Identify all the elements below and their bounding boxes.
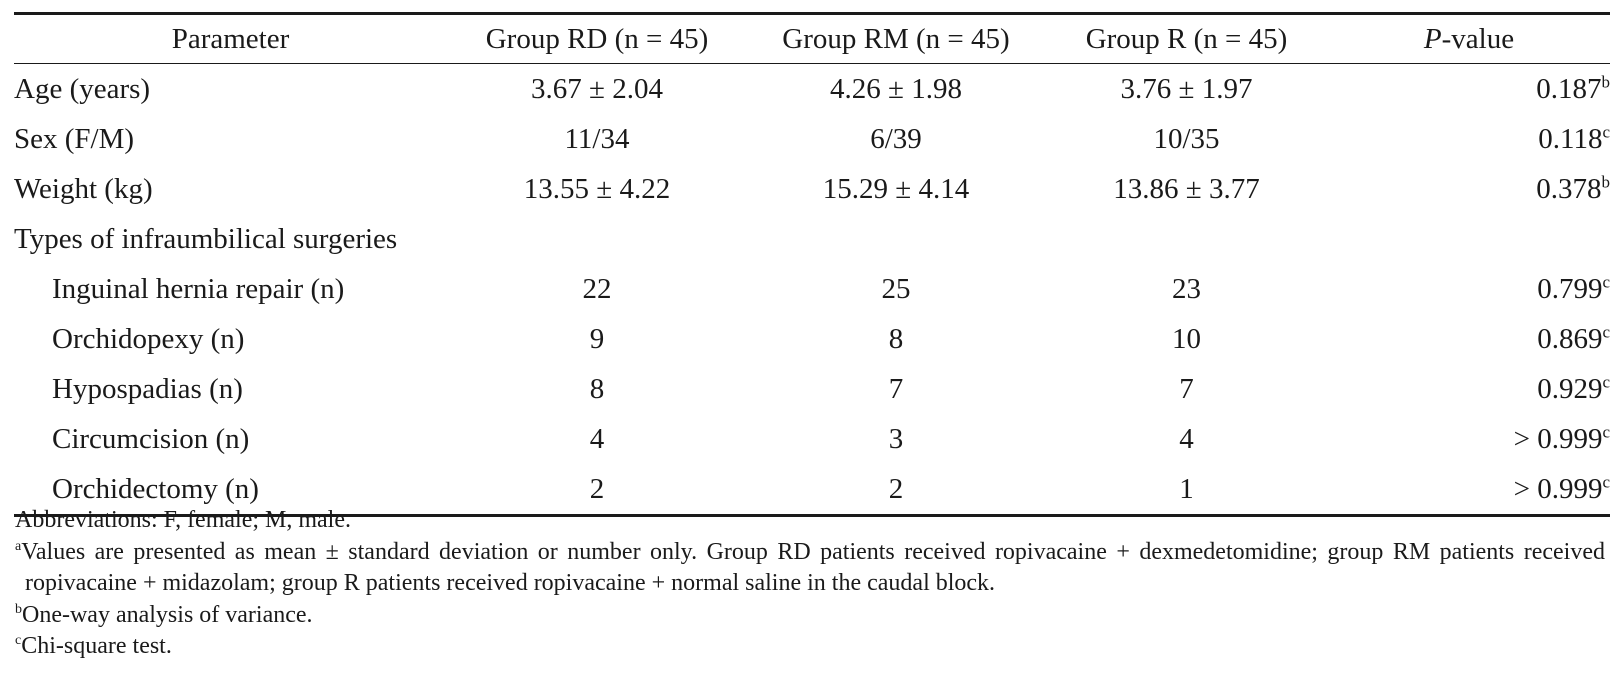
cell-group-r: 13.86 ± 3.77 xyxy=(1113,172,1260,205)
row-label: Age (years) xyxy=(14,72,151,105)
cell-p-value: > 0.999c xyxy=(1328,464,1610,516)
cell-group-rd: 9 xyxy=(589,322,605,355)
footnote-a-mark: a xyxy=(15,538,22,554)
p-value-footnote-mark: c xyxy=(1602,371,1610,391)
cell-p-value: 0.118c xyxy=(1328,114,1610,164)
table-row: Age (years) 3.67 ± 2.04 4.26 ± 1.98 3.76… xyxy=(14,64,1610,115)
p-value-text: 0.378 xyxy=(1536,172,1602,205)
table-section-row: Types of infraumbilical surgeries xyxy=(14,214,1610,264)
cell-group-r: 23 xyxy=(1172,272,1201,305)
p-value-text: 0.187 xyxy=(1536,72,1602,105)
footnote-a-text: Values are presented as mean ± standard … xyxy=(21,538,1605,597)
table-row: Weight (kg) 13.55 ± 4.22 15.29 ± 4.14 13… xyxy=(14,164,1610,214)
table-row: Orchidopexy (n) 9 8 10 0.869c xyxy=(14,314,1610,364)
cell-p-value: 0.187b xyxy=(1328,64,1610,115)
cell-group-r: 10/35 xyxy=(1153,122,1220,155)
cell-group-rd: 8 xyxy=(589,372,605,405)
cell-p-value: 0.929c xyxy=(1328,364,1610,414)
cell-group-rd: 4 xyxy=(589,422,605,455)
row-label: Circumcision (n) xyxy=(52,422,250,455)
p-value-text: 0.869 xyxy=(1537,322,1603,355)
footnote-b-mark: b xyxy=(15,601,22,617)
cell-group-rm: 7 xyxy=(888,372,904,405)
header-row: Parameter Group RD (n = 45) Group RM (n … xyxy=(14,13,1610,64)
footnote-b: bOne-way analysis of variance. xyxy=(15,600,1605,632)
table-footnotes: Abbreviations: F, female; M, male. aValu… xyxy=(15,505,1605,663)
p-value-footnote-mark: c xyxy=(1602,121,1610,141)
p-value-text: 0.929 xyxy=(1537,372,1603,405)
row-label: Orchidectomy (n) xyxy=(52,472,259,505)
cell-group-rm: 2 xyxy=(888,472,904,505)
header-p-value: P-value xyxy=(1328,14,1610,64)
table-row: Inguinal hernia repair (n) 22 25 23 0.79… xyxy=(14,264,1610,314)
footnote-c-mark: c xyxy=(15,633,22,648)
cell-group-rd: 13.55 ± 4.22 xyxy=(523,172,671,205)
cell-group-rd: 2 xyxy=(589,472,605,505)
cell-group-rd: 11/34 xyxy=(564,122,630,155)
p-value-footnote-mark: c xyxy=(1602,471,1610,491)
p-value-footnote-mark: c xyxy=(1602,271,1610,291)
data-table: Parameter Group RD (n = 45) Group RM (n … xyxy=(14,12,1610,517)
cell-group-rm: 4.26 ± 1.98 xyxy=(830,72,962,105)
header-group-rd: Group RD (n = 45) xyxy=(485,22,709,55)
footnote-b-text: One-way analysis of variance. xyxy=(22,601,313,628)
cell-p-value: > 0.999c xyxy=(1328,414,1610,464)
footnote-a: aValues are presented as mean ± standard… xyxy=(15,537,1605,600)
row-label: Weight (kg) xyxy=(14,172,153,205)
p-value-footnote-mark: b xyxy=(1601,71,1611,91)
p-value-text: > 0.999 xyxy=(1513,472,1603,505)
cell-group-rm: 15.29 ± 4.14 xyxy=(822,172,970,205)
cell-group-r: 10 xyxy=(1172,322,1201,355)
header-p-italic: P xyxy=(1423,22,1442,55)
table-row: Sex (F/M) 11/34 6/39 10/35 0.118c xyxy=(14,114,1610,164)
cell-group-r: 1 xyxy=(1179,472,1194,505)
row-label: Orchidopexy (n) xyxy=(52,322,245,355)
cell-p-value: 0.869c xyxy=(1328,314,1610,364)
row-label: Hypospadias (n) xyxy=(52,372,243,405)
cell-group-r: 3.76 ± 1.97 xyxy=(1120,72,1253,105)
cell-group-r: 7 xyxy=(1179,372,1194,405)
p-value-text: 0.118 xyxy=(1538,122,1603,155)
p-value-text: > 0.999 xyxy=(1513,422,1603,455)
section-label: Types of infraumbilical surgeries xyxy=(14,222,398,255)
cell-group-rd: 3.67 ± 2.04 xyxy=(531,72,663,105)
p-value-text: 0.799 xyxy=(1537,272,1603,305)
table-row: Circumcision (n) 4 3 4 > 0.999c xyxy=(14,414,1610,464)
row-label: Sex (F/M) xyxy=(14,122,135,155)
footnote-c: cChi-square test. xyxy=(15,631,1605,663)
header-parameter: Parameter xyxy=(171,22,290,55)
cell-p-value: 0.378b xyxy=(1328,164,1610,214)
footnote-c-text: Chi-square test. xyxy=(21,633,172,659)
p-value-footnote-mark: c xyxy=(1602,421,1610,441)
cell-group-rm: 25 xyxy=(881,272,911,305)
cell-group-rm: 8 xyxy=(888,322,904,355)
header-group-r: Group R (n = 45) xyxy=(1085,22,1288,55)
header-p-rest: -value xyxy=(1441,22,1515,55)
header-group-rm: Group RM (n = 45) xyxy=(782,22,1010,55)
cell-group-rm: 3 xyxy=(888,422,904,455)
cell-p-value: 0.799c xyxy=(1328,264,1610,314)
footnote-abbreviations: Abbreviations: F, female; M, male. xyxy=(15,507,351,533)
p-value-footnote-mark: b xyxy=(1601,171,1611,191)
cell-group-rd: 22 xyxy=(582,272,612,305)
row-label: Inguinal hernia repair (n) xyxy=(52,272,345,305)
cell-group-rm: 6/39 xyxy=(870,122,922,155)
cell-group-r: 4 xyxy=(1179,422,1194,455)
p-value-footnote-mark: c xyxy=(1602,321,1610,341)
table-row: Orchidectomy (n) 2 2 1 > 0.999c xyxy=(14,464,1610,516)
table-row: Hypospadias (n) 8 7 7 0.929c xyxy=(14,364,1610,414)
